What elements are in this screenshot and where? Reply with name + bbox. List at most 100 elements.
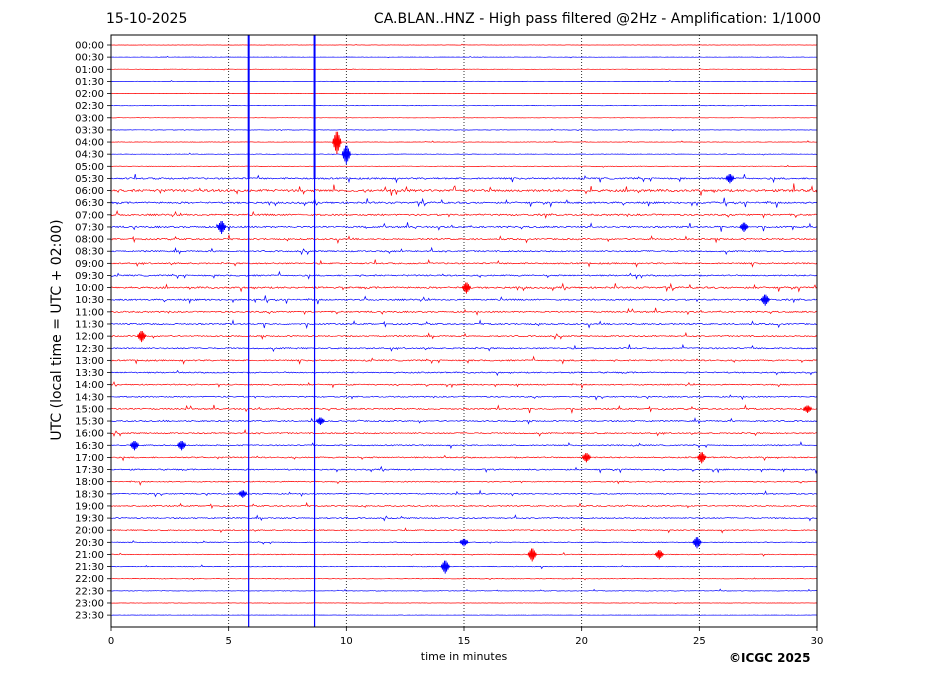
- trace-2300: [110, 602, 818, 605]
- x-tick-label: 30: [811, 636, 824, 647]
- x-tick-label: 25: [693, 636, 706, 647]
- event-lines: [247, 35, 316, 627]
- event-spike: [692, 537, 702, 549]
- event-spike: [760, 294, 770, 306]
- event-spike: [341, 145, 351, 165]
- y-tick-label: 20:00: [75, 526, 104, 537]
- y-tick-label: 13:00: [75, 356, 104, 367]
- y-tick-label: 00:00: [75, 41, 104, 52]
- y-tick-label: 01:00: [75, 65, 104, 76]
- event-spike: [332, 131, 342, 155]
- y-tick-label: 02:30: [75, 101, 104, 112]
- trace-0600: [110, 183, 818, 196]
- y-tick-label: 10:00: [75, 283, 104, 294]
- seismogram-traces: [110, 43, 818, 616]
- y-tick-label: 16:30: [75, 441, 104, 452]
- event-spike: [176, 440, 187, 451]
- y-tick-label: 23:00: [75, 598, 104, 609]
- y-tick-label: 19:00: [75, 501, 104, 512]
- trace-0700: [110, 210, 818, 219]
- trace-1330: [110, 369, 818, 377]
- trace-1230: [110, 343, 818, 353]
- trace-2100: [110, 551, 818, 557]
- trace-0100: [110, 68, 818, 71]
- trace-1500: [110, 404, 818, 414]
- trace-1700: [110, 454, 818, 462]
- trace-0330: [110, 128, 817, 132]
- y-tick-label: 05:30: [75, 174, 104, 185]
- y-tick-label: 15:00: [75, 404, 104, 415]
- trace-0430: [110, 152, 818, 156]
- trace-1430: [110, 394, 818, 401]
- y-tick-label: 03:30: [75, 125, 104, 136]
- trace-1930: [110, 514, 818, 522]
- plot-title: CA.BLAN..HNZ - High pass filtered @2Hz -…: [373, 11, 821, 27]
- trace-1730: [110, 465, 818, 475]
- y-tick-label: 11:30: [75, 319, 104, 330]
- y-tick-label: 02:00: [75, 89, 104, 100]
- trace-1100: [110, 307, 818, 316]
- y-tick-label: 07:00: [75, 210, 104, 221]
- trace-2200: [110, 577, 818, 581]
- trace-2130: [110, 564, 818, 570]
- event-spike: [136, 330, 147, 343]
- y-tick-label: 21:30: [75, 562, 104, 573]
- y-tick-label: 22:00: [75, 574, 104, 585]
- y-tick-label: 01:30: [75, 77, 104, 88]
- event-spike: [440, 560, 450, 574]
- y-tick-label: 16:00: [75, 429, 104, 440]
- x-tick-label: 5: [225, 636, 231, 647]
- event-spike: [315, 417, 326, 426]
- y-tick-label: 10:30: [75, 295, 104, 306]
- y-tick-label: 04:00: [75, 138, 104, 149]
- event-spike: [527, 548, 537, 562]
- y-tick-label: 07:30: [75, 222, 104, 233]
- trace-1030: [111, 295, 818, 305]
- trace-1830: [110, 489, 818, 498]
- event-spike: [725, 174, 735, 184]
- trace-0800: [110, 233, 818, 244]
- trace-1400: [110, 381, 818, 390]
- copyright-label: ©ICGC 2025: [729, 651, 811, 665]
- x-tick-label: 20: [575, 636, 588, 647]
- y-tick-label: 14:00: [75, 380, 104, 391]
- y-tick-label: 08:30: [75, 247, 104, 258]
- y-tick-label: 08:00: [75, 235, 104, 246]
- trace-0000: [111, 43, 818, 46]
- x-axis-label: time in minutes: [420, 650, 508, 663]
- y-tick-label: 05:00: [75, 162, 104, 173]
- x-ticks: 0 5 10 15 20 25 30: [108, 627, 824, 647]
- x-tick-label: 10: [340, 636, 353, 647]
- trace-0030: [110, 55, 818, 59]
- trace-1200: [110, 331, 818, 340]
- y-tick-label: 09:30: [75, 271, 104, 282]
- trace-2230: [111, 588, 818, 592]
- y-tick-label: 20:30: [75, 538, 104, 549]
- y-tick-label: 12:30: [75, 344, 104, 355]
- trace-0230: [110, 105, 818, 107]
- event-spike: [216, 220, 227, 235]
- trace-0730: [110, 222, 818, 232]
- trace-0630: [110, 197, 818, 208]
- trace-0300: [110, 117, 818, 119]
- y-tick-label: 09:00: [75, 259, 104, 270]
- y-tick-label: 17:30: [75, 465, 104, 476]
- event-spike: [739, 222, 749, 233]
- y-tick-label: 23:30: [75, 611, 104, 622]
- trace-0400: [110, 140, 818, 143]
- trace-0500: [110, 164, 818, 168]
- y-tick-label: 03:00: [75, 113, 104, 124]
- trace-1900: [110, 501, 818, 510]
- trace-2000: [110, 527, 818, 534]
- trace-0130: [110, 80, 818, 83]
- trace-1130: [110, 319, 818, 330]
- trace-1630: [110, 441, 818, 450]
- y-tick-label: 17:00: [75, 453, 104, 464]
- plot-date: 15-10-2025: [106, 11, 188, 27]
- y-tick-label: 04:30: [75, 150, 104, 161]
- event-spike: [461, 282, 472, 294]
- trace-1530: [110, 417, 818, 425]
- y-tick-label: 06:30: [75, 198, 104, 209]
- y-tick-label: 19:30: [75, 514, 104, 525]
